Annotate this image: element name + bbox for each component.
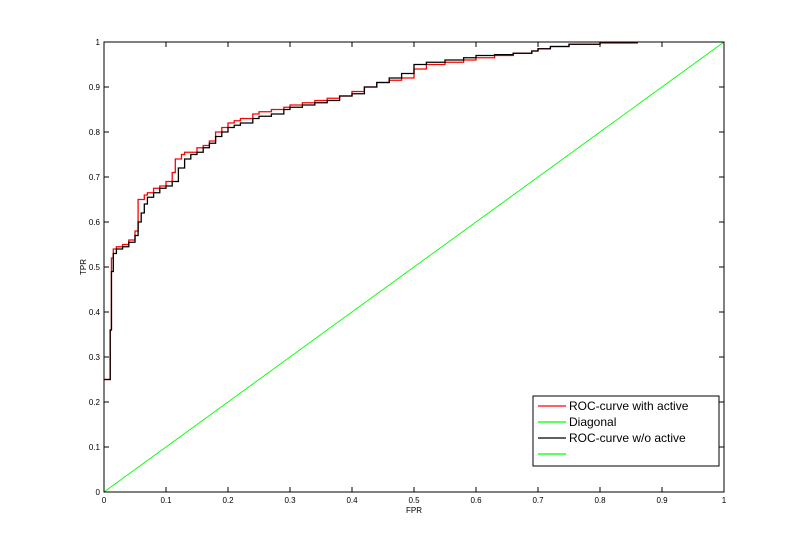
legend: ROC-curve with active Diagonal ROC-curve w… [532,395,720,467]
y-tick-label: 0.2 [89,398,101,407]
legend-entry-label: Diagonal [569,415,616,429]
y-tick-label: 0.9 [89,83,101,92]
y-tick-label: 0.3 [89,353,101,362]
x-tick-label: 0.2 [222,496,234,505]
legend-entry-label: ROC-curve w/o active [569,431,686,445]
series-layer [103,41,725,493]
y-tick-label: 0.4 [89,308,101,317]
x-tick-label: 0.4 [346,496,358,505]
ticks-layer: 0 0.1 0.2 0.3 0.4 0.5 0.6 0.7 0.8 0.9 1 0 0.1 0.2 0.3 0… [89,38,727,505]
x-tick-label: 1 [722,496,727,505]
x-axis-label: FPR [406,506,422,515]
x-tick-label: 0.5 [408,496,420,505]
legend-entry-label: ROC-curve with active [569,399,689,413]
x-tick-label: 0.1 [160,496,172,505]
y-axis-label: TPR [79,259,88,275]
y-tick-label: 0.7 [89,173,101,182]
series-diagonal-line [103,41,725,493]
y-tick-label: 1 [96,38,101,47]
x-tick-label: 0.7 [532,496,544,505]
x-tick-label: 0.6 [470,496,482,505]
x-tick-label: 0.9 [656,496,668,505]
x-tick-label: 0.8 [594,496,606,505]
x-tick-label: 0.3 [284,496,296,505]
series-with-active-line [104,42,638,381]
series-without-active-line [104,42,638,381]
y-tick-label: 0.1 [89,443,101,452]
y-tick-label: 0.6 [89,218,101,227]
x-tick-label: 0 [102,496,107,505]
y-tick-label: 0.8 [89,128,101,137]
y-tick-label: 0.5 [89,263,101,272]
y-tick-label: 0 [96,488,101,497]
